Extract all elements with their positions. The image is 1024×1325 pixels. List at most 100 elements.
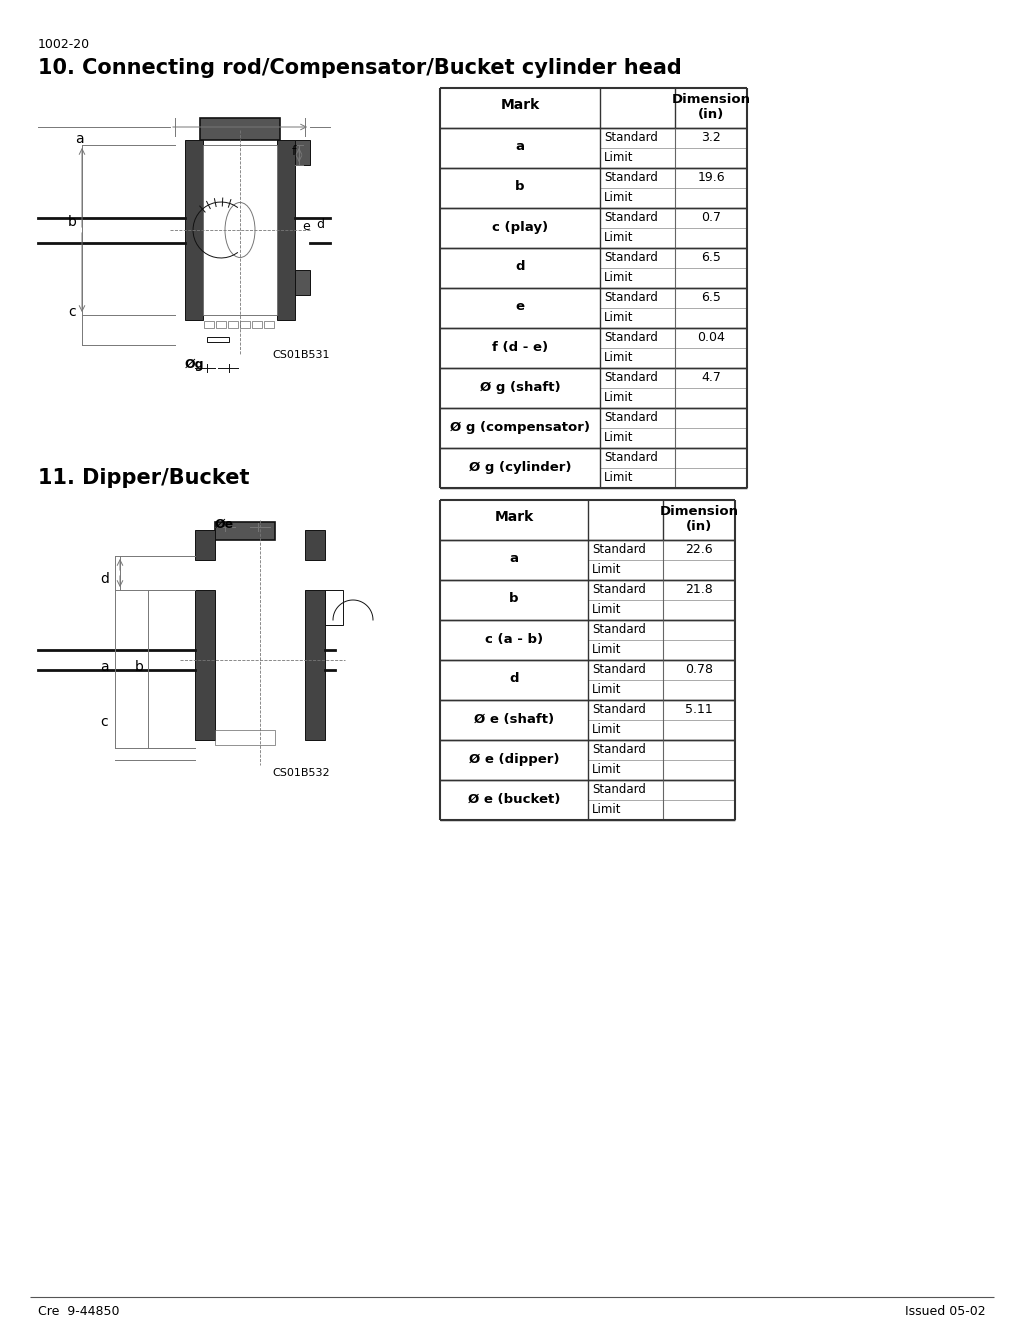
Bar xyxy=(215,522,275,541)
Text: a: a xyxy=(100,660,109,674)
Bar xyxy=(195,530,215,560)
Text: 22.6: 22.6 xyxy=(685,543,713,556)
Bar xyxy=(325,590,343,625)
Bar xyxy=(203,144,278,315)
Bar xyxy=(215,730,275,745)
Bar xyxy=(216,321,226,329)
Text: Limit: Limit xyxy=(604,272,634,284)
Text: Standard: Standard xyxy=(604,211,657,224)
Text: Limit: Limit xyxy=(592,763,622,776)
Bar xyxy=(278,140,295,321)
Text: Standard: Standard xyxy=(592,662,646,676)
Text: Ø g (compensator): Ø g (compensator) xyxy=(450,420,590,433)
Bar xyxy=(200,118,280,140)
Bar xyxy=(185,140,203,321)
Text: Mark: Mark xyxy=(495,510,534,523)
Text: b: b xyxy=(68,215,77,229)
Text: Standard: Standard xyxy=(592,704,646,716)
Text: Limit: Limit xyxy=(604,151,634,164)
Text: Limit: Limit xyxy=(592,643,622,656)
Bar xyxy=(305,590,325,739)
Bar xyxy=(252,321,262,329)
Text: Standard: Standard xyxy=(604,451,657,464)
Text: a: a xyxy=(510,553,518,566)
Text: 10. Connecting rod/Compensator/Bucket cylinder head: 10. Connecting rod/Compensator/Bucket cy… xyxy=(38,58,682,78)
Text: Standard: Standard xyxy=(604,171,657,184)
Text: Standard: Standard xyxy=(604,131,657,144)
Text: Ø e (shaft): Ø e (shaft) xyxy=(474,713,554,726)
Text: Limit: Limit xyxy=(604,391,634,404)
Text: a: a xyxy=(515,140,524,154)
Text: Ø e (bucket): Ø e (bucket) xyxy=(468,792,560,806)
Text: f (d - e): f (d - e) xyxy=(492,341,548,354)
Text: f: f xyxy=(292,144,297,158)
Text: 21.8: 21.8 xyxy=(685,583,713,596)
Text: Limit: Limit xyxy=(604,311,634,325)
Bar xyxy=(264,321,274,329)
Text: CS01B532: CS01B532 xyxy=(272,768,330,778)
Text: c (play): c (play) xyxy=(492,220,548,233)
Text: Standard: Standard xyxy=(604,331,657,344)
Text: d: d xyxy=(509,673,519,685)
Text: Ø g (shaft): Ø g (shaft) xyxy=(479,380,560,394)
Bar xyxy=(207,337,229,342)
Text: c: c xyxy=(100,716,108,729)
Text: Mark: Mark xyxy=(501,98,540,113)
Text: Limit: Limit xyxy=(604,191,634,204)
Text: Ø g (cylinder): Ø g (cylinder) xyxy=(469,461,571,473)
Text: Limit: Limit xyxy=(604,431,634,444)
Text: 6.5: 6.5 xyxy=(701,250,721,264)
Text: Standard: Standard xyxy=(592,543,646,556)
Text: Limit: Limit xyxy=(604,231,634,244)
Text: c (a - b): c (a - b) xyxy=(485,632,543,645)
Text: 11. Dipper/Bucket: 11. Dipper/Bucket xyxy=(38,468,250,488)
Bar xyxy=(295,270,310,295)
Text: 0.78: 0.78 xyxy=(685,662,713,676)
Text: Standard: Standard xyxy=(592,783,646,796)
Text: Limit: Limit xyxy=(592,563,622,576)
Text: b: b xyxy=(515,180,524,193)
Text: Limit: Limit xyxy=(592,803,622,816)
Text: d: d xyxy=(515,261,524,273)
Text: Limit: Limit xyxy=(604,470,634,484)
Text: b: b xyxy=(509,592,519,606)
Text: a: a xyxy=(75,132,84,146)
Text: Standard: Standard xyxy=(604,371,657,384)
Text: 0.7: 0.7 xyxy=(701,211,721,224)
Text: 0.04: 0.04 xyxy=(697,331,725,344)
Bar xyxy=(240,321,250,329)
Text: b: b xyxy=(135,660,144,674)
Text: Standard: Standard xyxy=(592,583,646,596)
Text: Ø e (dipper): Ø e (dipper) xyxy=(469,753,559,766)
Text: d: d xyxy=(316,219,324,231)
Text: Limit: Limit xyxy=(592,723,622,735)
Text: Issued 05-02: Issued 05-02 xyxy=(905,1305,986,1318)
Bar xyxy=(195,590,215,739)
Text: e: e xyxy=(302,220,309,233)
Text: Cre  9-44850: Cre 9-44850 xyxy=(38,1305,120,1318)
Text: c: c xyxy=(68,305,76,319)
Text: d: d xyxy=(100,572,109,586)
Text: Standard: Standard xyxy=(592,743,646,757)
Text: Standard: Standard xyxy=(592,623,646,636)
Text: 4.7: 4.7 xyxy=(701,371,721,384)
Text: 3.2: 3.2 xyxy=(701,131,721,144)
Text: Øe: Øe xyxy=(215,518,234,531)
Text: Standard: Standard xyxy=(604,292,657,303)
Bar xyxy=(204,321,214,329)
Text: 1002-20: 1002-20 xyxy=(38,38,90,50)
Bar xyxy=(305,530,325,560)
Text: Dimension
(in): Dimension (in) xyxy=(672,93,751,121)
Text: Øg: Øg xyxy=(185,358,205,371)
Text: Limit: Limit xyxy=(592,603,622,616)
Text: CS01B531: CS01B531 xyxy=(272,350,330,360)
Text: Standard: Standard xyxy=(604,411,657,424)
Text: Dimension
(in): Dimension (in) xyxy=(659,505,738,533)
Text: 19.6: 19.6 xyxy=(697,171,725,184)
Text: Limit: Limit xyxy=(592,682,622,696)
Text: 6.5: 6.5 xyxy=(701,292,721,303)
Text: Limit: Limit xyxy=(604,351,634,364)
Text: Standard: Standard xyxy=(604,250,657,264)
Bar xyxy=(228,321,238,329)
Text: e: e xyxy=(515,301,524,314)
